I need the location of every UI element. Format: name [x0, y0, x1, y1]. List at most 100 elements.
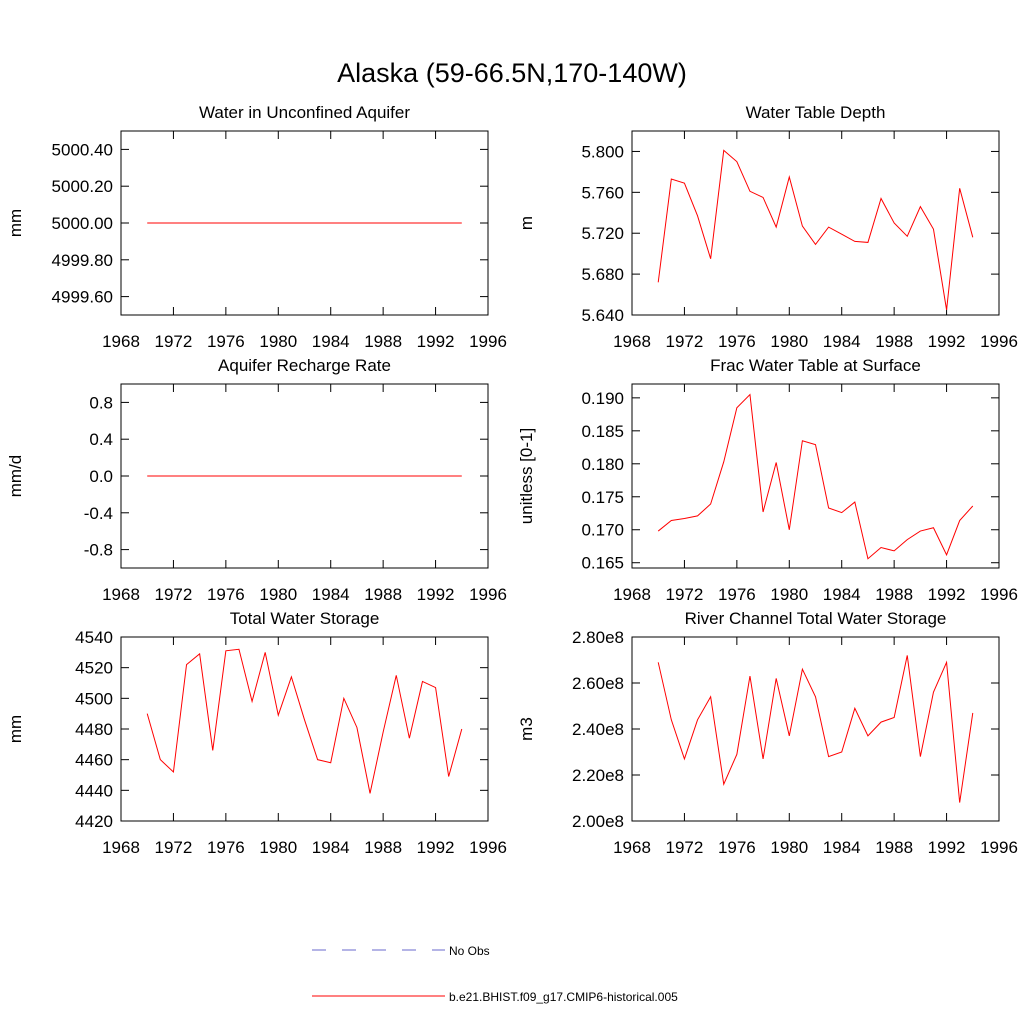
x-tick-label: 1976: [718, 585, 756, 604]
y-tick-label: 4500: [75, 689, 113, 708]
x-tick-label: 1976: [207, 838, 245, 857]
y-tick-label: 5000.00: [52, 214, 113, 233]
x-tick-label: 1972: [155, 332, 193, 351]
data-line: [146, 648, 463, 794]
x-tick-label: 1988: [364, 838, 402, 857]
y-axis-label: mm: [6, 209, 25, 237]
x-tick-label: 1984: [312, 332, 350, 351]
y-tick-label: 2.40e8: [572, 720, 624, 739]
legend-label: No Obs: [449, 944, 490, 958]
x-tick-label: 1988: [875, 585, 913, 604]
panel-title: Water in Unconfined Aquifer: [199, 103, 410, 122]
y-tick-label: 5.760: [581, 183, 624, 202]
y-tick-label: -0.8: [84, 541, 113, 560]
x-tick-label: 1976: [207, 585, 245, 604]
panel-title: River Channel Total Water Storage: [685, 609, 947, 628]
x-tick-label: 1984: [823, 585, 861, 604]
x-tick-label: 1976: [718, 838, 756, 857]
y-tick-label: 0.175: [581, 488, 624, 507]
x-tick-label: 1988: [364, 585, 402, 604]
data-line: [657, 393, 974, 560]
x-tick-label: 1996: [469, 332, 507, 351]
y-axis-label: mm/d: [6, 455, 25, 498]
x-tick-label: 1968: [613, 585, 651, 604]
x-tick-label: 1980: [770, 838, 808, 857]
plot-frame: [631, 383, 1000, 569]
x-tick-label: 1968: [613, 838, 651, 857]
x-tick-label: 1980: [259, 332, 297, 351]
plot-frame: [120, 636, 489, 822]
y-tick-label: 0.0: [89, 467, 113, 486]
y-tick-label: 0.180: [581, 455, 624, 474]
x-tick-label: 1988: [364, 332, 402, 351]
x-tick-label: 1968: [613, 332, 651, 351]
y-tick-label: 4480: [75, 720, 113, 739]
y-tick-label: 2.00e8: [572, 812, 624, 831]
x-tick-label: 1996: [980, 838, 1018, 857]
y-tick-label: 4999.60: [52, 288, 113, 307]
x-tick-label: 1980: [770, 332, 808, 351]
x-tick-label: 1968: [102, 585, 140, 604]
y-tick-label: 2.20e8: [572, 766, 624, 785]
x-tick-label: 1988: [875, 332, 913, 351]
x-tick-label: 1996: [980, 585, 1018, 604]
data-line: [657, 655, 974, 803]
y-tick-label: 0.165: [581, 554, 624, 573]
plot-frame: [631, 636, 1000, 822]
x-tick-label: 1992: [928, 838, 966, 857]
y-tick-label: 5.640: [581, 306, 624, 325]
data-line: [657, 149, 974, 310]
panel-title: Water Table Depth: [746, 103, 886, 122]
figure-title: Alaska (59-66.5N,170-140W): [337, 58, 687, 88]
x-tick-label: 1984: [312, 838, 350, 857]
y-tick-label: 4999.80: [52, 251, 113, 270]
legend-label: b.e21.BHIST.f09_g17.CMIP6-historical.005: [449, 990, 678, 1004]
x-tick-label: 1980: [259, 838, 297, 857]
x-tick-label: 1976: [207, 332, 245, 351]
x-tick-label: 1992: [417, 332, 455, 351]
y-tick-label: 5.800: [581, 142, 624, 161]
y-tick-label: 0.8: [89, 393, 113, 412]
panel-title: Total Water Storage: [230, 609, 380, 628]
y-tick-label: 0.185: [581, 422, 624, 441]
x-tick-label: 1984: [312, 585, 350, 604]
y-tick-label: 4440: [75, 781, 113, 800]
x-tick-label: 1976: [718, 332, 756, 351]
y-tick-label: 0.190: [581, 389, 624, 408]
y-tick-label: 5.680: [581, 265, 624, 284]
y-tick-label: 5.720: [581, 224, 624, 243]
panel-title: Aquifer Recharge Rate: [218, 356, 391, 375]
y-tick-label: 0.170: [581, 521, 624, 540]
y-tick-label: -0.4: [84, 504, 113, 523]
y-tick-label: 2.80e8: [572, 628, 624, 647]
x-tick-label: 1972: [155, 838, 193, 857]
y-tick-label: 4460: [75, 751, 113, 770]
y-tick-label: 4520: [75, 659, 113, 678]
plot-frame: [631, 130, 1000, 316]
x-tick-label: 1992: [928, 585, 966, 604]
x-tick-label: 1984: [823, 838, 861, 857]
x-tick-label: 1996: [469, 585, 507, 604]
x-tick-label: 1972: [666, 332, 704, 351]
x-tick-label: 1984: [823, 332, 861, 351]
x-tick-label: 1968: [102, 838, 140, 857]
x-tick-label: 1980: [770, 585, 808, 604]
y-tick-label: 4540: [75, 628, 113, 647]
y-tick-label: 5000.40: [52, 140, 113, 159]
x-tick-label: 1972: [666, 585, 704, 604]
y-tick-label: 4420: [75, 812, 113, 831]
x-tick-label: 1992: [417, 585, 455, 604]
y-axis-label: unitless [0-1]: [517, 428, 536, 524]
x-tick-label: 1996: [980, 332, 1018, 351]
x-tick-label: 1972: [155, 585, 193, 604]
y-axis-label: m3: [517, 717, 536, 741]
panel-title: Frac Water Table at Surface: [710, 356, 921, 375]
x-tick-label: 1992: [417, 838, 455, 857]
x-tick-label: 1980: [259, 585, 297, 604]
y-tick-label: 2.60e8: [572, 674, 624, 693]
y-tick-label: 5000.20: [52, 177, 113, 196]
x-tick-label: 1996: [469, 838, 507, 857]
x-tick-label: 1968: [102, 332, 140, 351]
y-tick-label: 0.4: [89, 430, 113, 449]
